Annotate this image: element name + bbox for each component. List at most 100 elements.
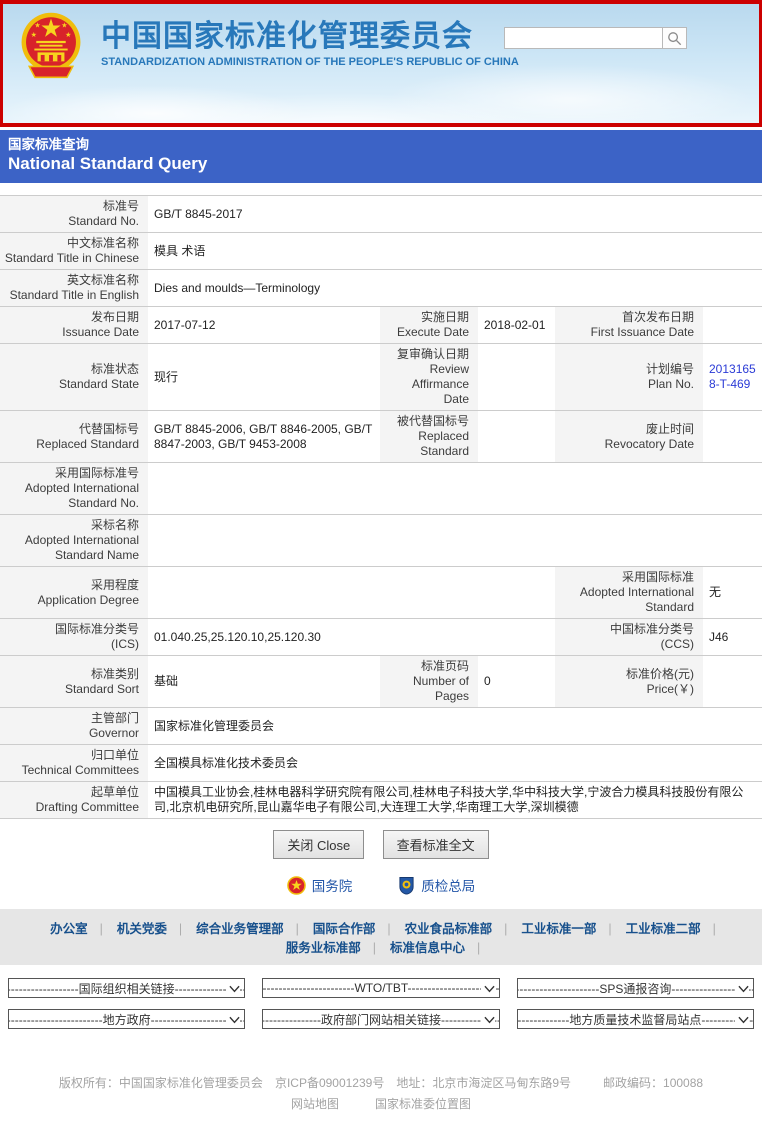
nav-item-service[interactable]: 服务业标准部: [286, 941, 376, 955]
chevron-down-icon: [480, 1016, 495, 1024]
label-replaced-by-cn: 被代替国标号: [396, 414, 469, 428]
nav-item-party-committee[interactable]: 机关党委: [117, 922, 182, 936]
nav-item-intl-cooperation[interactable]: 国际合作部: [313, 922, 391, 936]
label-first-issuance-date-en: First Issuance Date: [590, 325, 694, 339]
label-drafting-committee-cn: 起草单位: [90, 785, 139, 799]
china-national-emblem-icon: ★ ★ ★ ★: [19, 10, 83, 87]
value-standard-state: 现行: [148, 343, 380, 411]
location-map-link[interactable]: 国家标准委位置图: [375, 1097, 472, 1111]
value-ics: 01.040.25,25.120.10,25.120.30: [148, 618, 555, 656]
close-button[interactable]: 关闭 Close: [273, 830, 365, 859]
label-pages-en: Number of Pages: [412, 674, 469, 703]
label-standard-sort-cn: 标准类别: [90, 666, 139, 681]
dropdown-local-quality-bureau-sites[interactable]: ---------------地方质量技术监督局站点--------------…: [516, 1009, 754, 1029]
gov-links: 国务院 质检总局: [0, 875, 762, 895]
label-issuance-date-en: Issuance Date: [62, 325, 139, 339]
svg-text:★: ★: [65, 31, 71, 39]
value-technical-committees: 全国模具标准化技术委员会: [148, 744, 762, 782]
link-dropdowns: --------------------国际组织相关链接------------…: [8, 978, 754, 1029]
row-replaced: 代替国标号 Replaced Standard GB/T 8845-2006, …: [0, 410, 762, 463]
nav-item-info-center[interactable]: 标准信息中心: [390, 941, 480, 955]
label-technical-committees-en: Technical Committees: [21, 763, 139, 777]
search-button[interactable]: [662, 27, 687, 49]
label-first-issuance-date-cn: 首次发布日期: [621, 310, 694, 324]
label-price-en: Price(￥): [646, 681, 694, 696]
nav-item-general-affairs[interactable]: 综合业务管理部: [196, 922, 299, 936]
label-issuance-date-cn: 发布日期: [90, 310, 139, 324]
label-ccs-cn: 中国标准分类号: [609, 622, 694, 636]
page-title-english: National Standard Query: [8, 154, 208, 173]
nav-item-agri-food[interactable]: 农业食品标准部: [405, 922, 508, 936]
svg-text:★: ★: [31, 31, 37, 39]
row-title-english: 英文标准名称 Standard Title in English Dies an…: [0, 269, 762, 307]
aqsiq-label: 质检总局: [421, 879, 476, 894]
value-issuance-date: 2017-07-12: [148, 306, 380, 344]
row-dates: 发布日期 Issuance Date 2017-07-12 实施日期 Execu…: [0, 306, 762, 344]
copyright-text: 版权所有：中国国家标准化管理委员会: [58, 1076, 263, 1090]
value-first-issuance-date: [703, 306, 762, 344]
chevron-down-icon: [226, 985, 241, 993]
chevron-down-icon: [480, 985, 495, 993]
value-adopted-intl-no: [148, 462, 762, 515]
label-pages-cn: 标准页码: [420, 659, 469, 673]
label-replaced-by-en: Replaced Standard: [418, 429, 469, 458]
label-standard-no-cn: 标准号: [102, 199, 139, 213]
label-adopted-intl-name-cn: 采标名称: [90, 518, 139, 532]
label-adopted-intl-std-en: Adopted International Standard: [579, 585, 694, 614]
nav-item-industry-1[interactable]: 工业标准一部: [521, 922, 611, 936]
address-text: 地址：北京市海淀区马甸东路9号: [396, 1076, 572, 1090]
row-application-degree: 采用程度 Application Degree 采用国际标准 Adopted I…: [0, 566, 762, 619]
value-revocatory-date: [703, 410, 762, 463]
chevron-down-icon: [226, 1016, 241, 1024]
row-governor: 主管部门 Governor 国家标准化管理委员会: [0, 707, 762, 745]
row-adopted-intl-no: 采用国际标准号 Adopted International Standard N…: [0, 462, 762, 515]
value-ccs: J46: [703, 618, 762, 656]
label-ics-cn: 国际标准分类号: [54, 622, 139, 636]
dropdown-gov-dept-sites[interactable]: -----------------政府部门网站相关链接-------------…: [262, 1009, 500, 1029]
label-title-chinese-cn: 中文标准名称: [66, 236, 139, 250]
site-title-chinese: 中国国家标准化管理委员会: [101, 20, 473, 53]
row-drafting-committee: 起草单位 Drafting Committee 中国模具工业协会,桂林电器科学研…: [0, 781, 762, 819]
label-plan-no-cn: 计划编号: [645, 362, 694, 376]
site-header: ★ ★ ★ ★ 中国国家标准化管理委员会 STAN: [0, 0, 762, 127]
state-council-emblem-icon: [286, 875, 306, 895]
search-box: [504, 27, 687, 49]
label-revocatory-date-en: Revocatory Date: [604, 436, 694, 451]
label-ccs-en: (CCS): [660, 637, 694, 651]
value-replaced-standard: GB/T 8845-2006, GB/T 8846-2005, GB/T 884…: [148, 410, 380, 463]
page-title-chinese: 国家标准查询: [8, 137, 89, 152]
dropdown-wto-tbt[interactable]: --------------------------WTO/TBT-------…: [262, 978, 500, 998]
view-full-text-button[interactable]: 查看标准全文: [382, 830, 489, 859]
value-title-english: Dies and moulds—Terminology: [148, 269, 762, 307]
dropdown-intl-org-links[interactable]: --------------------国际组织相关链接------------…: [8, 978, 246, 998]
sitemap-link[interactable]: 网站地图: [290, 1097, 339, 1111]
dropdown-sps-inquiry[interactable]: -----------------------SPS通报咨询----------…: [516, 978, 754, 998]
label-standard-state-cn: 标准状态: [90, 362, 139, 376]
row-classification: 国际标准分类号 (ICS) 01.040.25,25.120.10,25.120…: [0, 618, 762, 656]
label-review-affirmance-cn: 复审确认日期: [396, 347, 469, 361]
state-council-link[interactable]: 国务院: [286, 875, 352, 895]
label-application-degree-en: Application Degree: [37, 592, 139, 607]
label-replaced-standard-cn: 代替国标号: [78, 421, 139, 436]
dropdown-local-government[interactable]: --------------------------地方政府----------…: [8, 1009, 246, 1029]
row-title-chinese: 中文标准名称 Standard Title in Chinese 模具 术语: [0, 232, 762, 270]
copyright-line: 版权所有：中国国家标准化管理委员会 京ICP备09001239号 地址：北京市海淀区…: [0, 1073, 762, 1093]
search-input[interactable]: [504, 27, 662, 49]
nav-item-industry-2[interactable]: 工业标准二部: [626, 922, 716, 936]
header-titles: 中国国家标准化管理委员会 STANDARDIZATION ADMINISTRAT…: [101, 20, 519, 68]
chevron-down-icon: [734, 985, 749, 993]
magnifier-icon: [668, 31, 682, 45]
label-title-english-en: Standard Title in English: [9, 288, 139, 302]
standard-detail-table: 标准号 Standard No. GB/T 8845-2017 中文标准名称 S…: [0, 195, 762, 819]
row-technical-committees: 归口单位 Technical Committees 全国模具标准化技术委员会: [0, 744, 762, 782]
aqsiq-link[interactable]: 质检总局: [398, 875, 475, 895]
label-application-degree-cn: 采用程度: [90, 577, 139, 592]
chevron-down-icon: [734, 1016, 749, 1024]
nav-item-office[interactable]: 办公室: [50, 922, 103, 936]
value-execute-date: 2018-02-01: [478, 306, 555, 344]
label-replaced-standard-en: Replaced Standard: [36, 436, 139, 451]
plan-no-link[interactable]: 20131658-T-469: [709, 362, 756, 391]
icp-number: 京ICP备09001239号: [274, 1076, 385, 1090]
label-governor-en: Governor: [88, 726, 139, 740]
